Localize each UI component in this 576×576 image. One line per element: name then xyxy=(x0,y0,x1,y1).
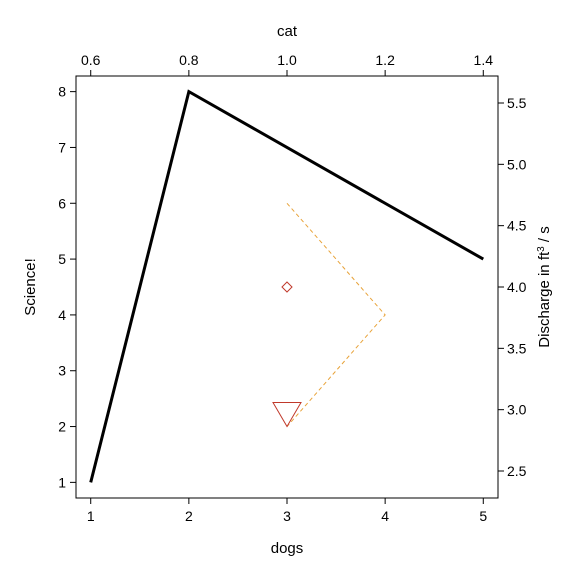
x-tick-label: 4 xyxy=(381,508,389,524)
top-axis: 0.6 0.8 1.0 1.2 1.4 xyxy=(81,52,493,76)
y-tick-label: 6 xyxy=(58,195,66,211)
right-axis: 2.5 3.0 3.5 4.0 4.5 5.0 5.5 xyxy=(498,95,527,479)
right-axis-title-superscript: 3 xyxy=(536,246,547,252)
top-tick-label: 1.2 xyxy=(375,52,395,68)
right-axis-title-tail: / s xyxy=(536,226,553,246)
right-tick-label: 4.0 xyxy=(507,279,527,295)
series-line-solid xyxy=(89,89,485,483)
top-tick-label: 0.8 xyxy=(179,52,199,68)
series-layer xyxy=(89,89,485,483)
top-tick-label: 1.4 xyxy=(474,52,494,68)
right-tick-label: 3.5 xyxy=(507,340,527,356)
y-tick-label: 4 xyxy=(58,307,66,323)
right-tick-label: 4.5 xyxy=(507,218,527,234)
x-tick-label: 1 xyxy=(87,508,95,524)
x-tick-label: 5 xyxy=(479,508,487,524)
bottom-axis: 1 2 3 4 5 xyxy=(87,498,487,524)
triangle-marker xyxy=(272,402,302,428)
diamond-marker xyxy=(281,281,293,293)
right-tick-label: 5.0 xyxy=(507,156,527,172)
right-axis-title: Discharge in ft3 / s xyxy=(536,226,554,347)
y-tick-label: 1 xyxy=(58,474,66,490)
x-axis-title: dogs xyxy=(271,540,304,557)
y-tick-label: 3 xyxy=(58,363,66,379)
left-axis: 1 2 3 4 5 6 7 8 xyxy=(58,84,76,490)
x-tick-label: 3 xyxy=(283,508,291,524)
top-tick-label: 0.6 xyxy=(81,52,101,68)
right-axis-title-main: Discharge in ft xyxy=(536,251,553,348)
right-tick-label: 5.5 xyxy=(507,95,527,111)
y-tick-label: 7 xyxy=(58,139,66,155)
y-tick-label: 2 xyxy=(58,419,66,435)
top-tick-label: 1.0 xyxy=(277,52,297,68)
y-axis-title: Science! xyxy=(22,258,39,316)
y-tick-label: 5 xyxy=(58,251,66,267)
right-tick-label: 2.5 xyxy=(507,463,527,479)
y-tick-label: 8 xyxy=(58,84,66,100)
top-axis-title: cat xyxy=(277,23,298,40)
x-tick-label: 2 xyxy=(185,508,193,524)
right-tick-label: 3.0 xyxy=(507,402,527,418)
series-line-dashed xyxy=(286,202,386,427)
